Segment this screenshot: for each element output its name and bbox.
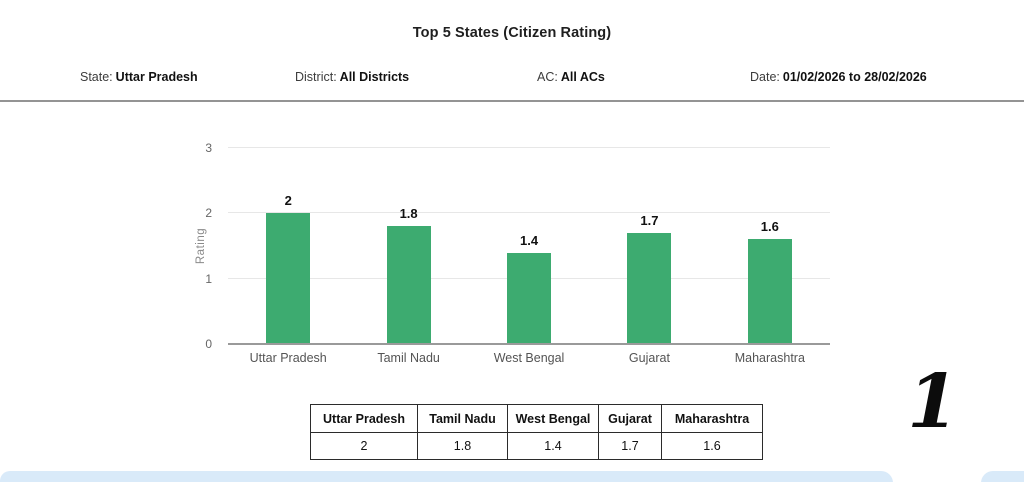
table-header-cell: Maharashtra bbox=[661, 404, 763, 433]
bar-maharashtra bbox=[747, 239, 792, 344]
filter-state: State: Uttar Pradesh bbox=[80, 70, 198, 84]
x-category-label: West Bengal bbox=[493, 351, 565, 365]
table-value-cell: 1.4 bbox=[507, 432, 599, 460]
y-tick-label: 3 bbox=[205, 141, 212, 155]
filter-ac-value: All ACs bbox=[560, 70, 605, 84]
table-value-row: 2 1.8 1.4 1.7 1.6 bbox=[310, 432, 763, 460]
filter-district: District: All Districts bbox=[295, 70, 409, 84]
filter-date: Date: 01/02/2026 to 28/02/2026 bbox=[750, 70, 927, 84]
filter-ac: AC: All ACs bbox=[537, 70, 605, 84]
bar-tamil-nadu bbox=[386, 226, 431, 344]
filter-state-value: Uttar Pradesh bbox=[115, 70, 198, 84]
bar-series: 2 1.8 1.4 1.7 1.6 bbox=[228, 148, 830, 344]
table-value-cell: 1.6 bbox=[661, 432, 763, 460]
gridline bbox=[228, 147, 830, 148]
page-title: Top 5 States (Citizen Rating) bbox=[412, 25, 612, 41]
bar-slot: 1.8 bbox=[348, 148, 468, 344]
x-axis-labels: Uttar Pradesh Tamil Nadu West Bengal Gujara… bbox=[228, 351, 830, 365]
y-tick-label: 0 bbox=[205, 337, 212, 351]
gridline bbox=[228, 212, 830, 214]
bar-value-label: 2 bbox=[284, 193, 292, 209]
bar-slot: 1.6 bbox=[710, 148, 830, 344]
bar-uttar-pradesh bbox=[266, 213, 311, 344]
bar-slot: 2 bbox=[228, 148, 348, 344]
x-category-label: Gujarat bbox=[628, 351, 670, 365]
x-category-label: Tamil Nadu bbox=[377, 351, 440, 365]
y-tick-label: 2 bbox=[205, 206, 212, 221]
plot-area: 2 1.8 1.4 1.7 1.6 bbox=[228, 147, 830, 345]
filter-state-label: State: bbox=[80, 70, 113, 84]
table-header-cell: Tamil Nadu bbox=[417, 404, 508, 433]
filter-ac-label: AC: bbox=[537, 70, 558, 84]
filter-date-value: 01/02/2026 to 28/02/2026 bbox=[782, 70, 927, 84]
bar-west-bengal bbox=[507, 252, 552, 344]
bottom-band-left bbox=[0, 471, 893, 482]
filter-district-value: All Districts bbox=[339, 70, 410, 84]
table-header-cell: West Bengal bbox=[507, 404, 599, 433]
y-axis-ticks: 0 1 2 3 bbox=[182, 141, 220, 351]
table-header-cell: Uttar Pradesh bbox=[310, 404, 418, 433]
bar-slot: 1.4 bbox=[469, 148, 589, 344]
bottom-band-right bbox=[981, 471, 1024, 482]
filter-district-label: District: bbox=[295, 70, 337, 84]
divider bbox=[0, 100, 1024, 102]
filter-date-label: Date: bbox=[750, 70, 780, 84]
bar-value-label: 1.7 bbox=[640, 212, 659, 228]
table-value-cell: 1.8 bbox=[417, 432, 508, 460]
summary-table: Uttar Pradesh Tamil Nadu West Bengal Gujara… bbox=[310, 404, 763, 460]
bar-gujarat bbox=[627, 232, 672, 344]
x-axis-line bbox=[228, 343, 830, 345]
bar-slot: 1.7 bbox=[589, 148, 709, 344]
y-tick-label: 1 bbox=[205, 271, 212, 286]
bar-value-label: 1.6 bbox=[760, 219, 779, 235]
x-category-label: Uttar Pradesh bbox=[249, 351, 327, 365]
bar-value-label: 1.4 bbox=[519, 232, 539, 248]
table-header-row: Uttar Pradesh Tamil Nadu West Bengal Gujara… bbox=[310, 404, 763, 433]
bar-value-label: 1.8 bbox=[399, 206, 418, 222]
table-value-cell: 2 bbox=[310, 432, 418, 460]
page-number: 1 bbox=[907, 359, 959, 445]
x-category-label: Maharashtra bbox=[734, 351, 805, 365]
table-header-cell: Gujarat bbox=[598, 404, 662, 433]
table-value-cell: 1.7 bbox=[598, 432, 662, 460]
